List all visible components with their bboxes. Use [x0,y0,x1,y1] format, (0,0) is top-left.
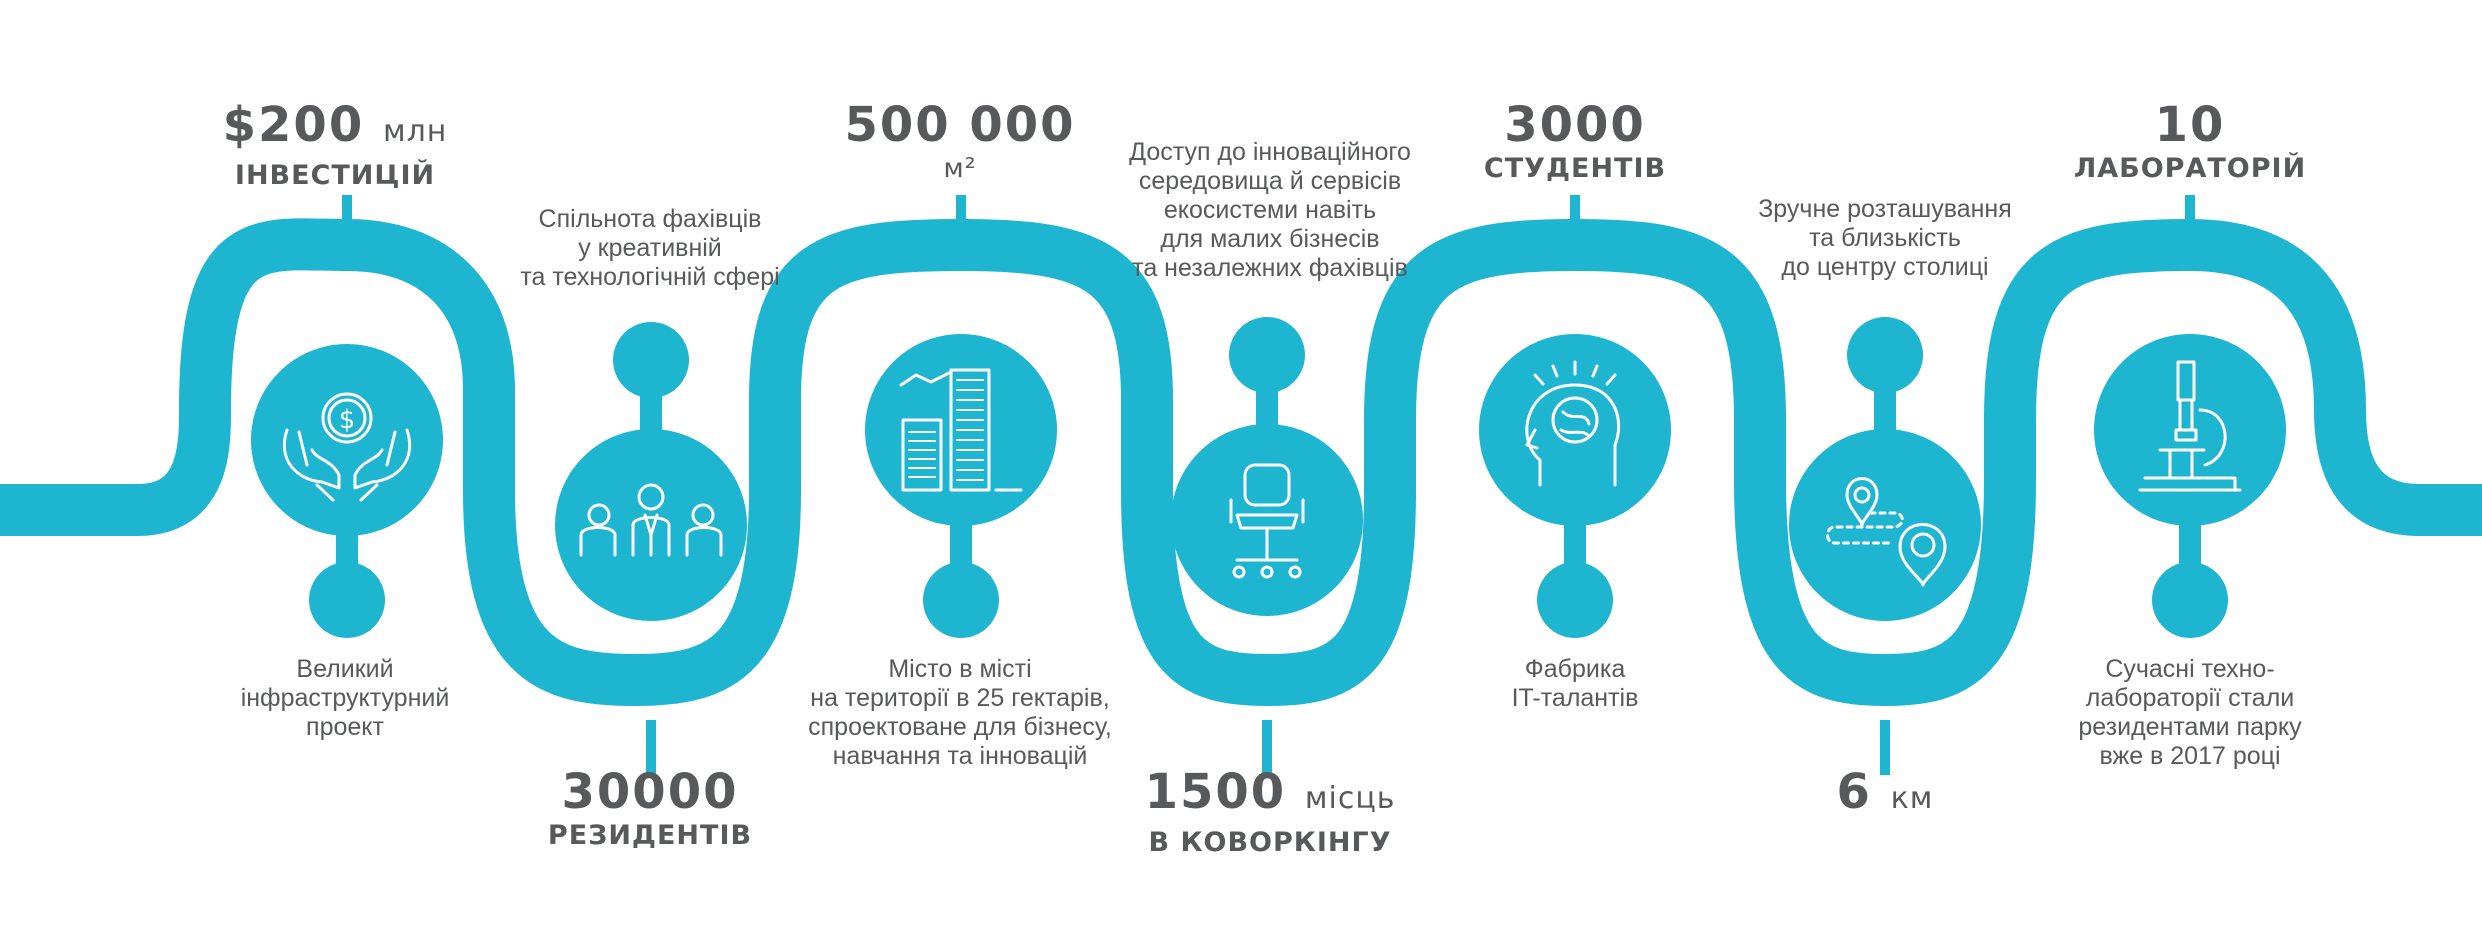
stat-value: 10 [2154,97,2226,153]
connector-dot [923,562,999,638]
stat-node-circle [1789,429,1981,621]
stat-block-residents: 30000 РЕЗИДЕНТІВ [495,765,805,853]
microscope-icon [2138,360,2242,492]
stat-description-investments: Великий інфраструктурний проект [240,655,450,741]
connector-dot [1847,317,1923,393]
stat-block-area: 500 000 м² [800,98,1120,186]
stat-description-labs: Сучасні техно-лабораторії стали резидента… [2078,655,2302,770]
stat-caption: ЛАБОРАТОРІЙ [2073,153,2307,184]
stat-value: $200 млн [222,97,448,153]
stat-node-circle [555,429,747,621]
stat-value: 1500 місць [1144,764,1396,820]
stat-node-circle [1171,424,1363,616]
money-hands-icon: $ [282,392,412,502]
stat-node-circle [251,344,443,536]
stat-block-distance: 6 км [1730,765,2040,826]
stat-block-labs: 10 ЛАБОРАТОРІЙ [2035,98,2345,186]
connector-dot [1229,317,1305,393]
stat-value: 500 000 [844,97,1076,153]
svg-text:$: $ [339,405,356,435]
stat-description-residents: Спільнота фахівців у креативній та техноло… [520,205,780,291]
wave-line [0,218,2482,706]
stat-value: 6 км [1836,764,1934,820]
connector-dot [613,322,689,398]
stat-value: 30000 [561,764,739,820]
city-buildings-icon [899,368,1023,492]
brain-head-icon [1525,360,1621,487]
stat-unit: млн [382,114,448,149]
stat-caption: м² [943,153,977,184]
stat-caption: В КОВОРКІНГУ [1148,827,1392,858]
connector-dot [309,562,385,638]
stat-block-students: 3000 СТУДЕНТІВ [1420,98,1730,186]
people-group-icon [579,483,723,557]
connector-dot [1537,562,1613,638]
stat-node-circle [1479,334,1671,526]
stat-description-coworking: Доступ до інноваційного середовища й серв… [1129,138,1411,282]
stat-caption: РЕЗИДЕНТІВ [547,820,753,851]
stat-value: 3000 [1504,97,1646,153]
stat-description-area: Місто в місті на території в 25 гектарів,… [808,655,1112,770]
stat-block-investments: $200 млн ІНВЕСТИЦІЙ [180,98,490,193]
office-chair-icon [1229,463,1305,579]
stat-caption: ІНВЕСТИЦІЙ [234,160,436,191]
stat-description-students: Фабрика IT-талантів [1511,655,1639,712]
stat-unit: км [1890,781,1934,816]
stat-block-coworking: 1500 місць В КОВОРКІНГУ [1110,765,1430,860]
map-route-icon [1826,477,1947,587]
stat-description-distance: Зручне розташування та близькість до центр… [1758,195,2012,281]
stat-caption: СТУДЕНТІВ [1483,153,1667,184]
connector-dot [2152,562,2228,638]
stat-unit: місць [1304,781,1396,816]
